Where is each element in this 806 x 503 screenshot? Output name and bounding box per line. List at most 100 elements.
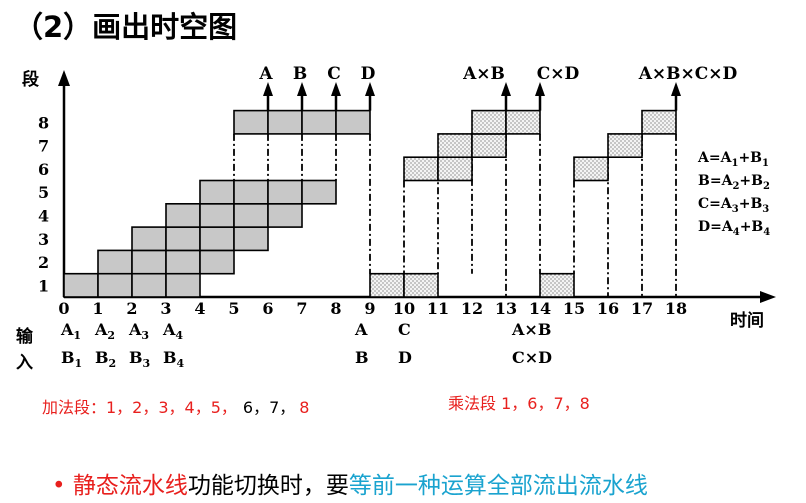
formula-a: A=A1+B1	[697, 150, 769, 169]
inputs-row-a: A1 A2 A3 A4	[60, 320, 183, 342]
y-tick-1: 1	[38, 276, 49, 295]
input-b1: B1	[61, 348, 82, 370]
input-label-top: 输	[16, 326, 34, 347]
mul-cell-stage1-t9	[369, 272, 405, 298]
arrow-head-t14	[535, 82, 545, 96]
add-cell-stage4-t4	[199, 203, 235, 228]
mul-cell-stage7-t16	[607, 133, 643, 158]
input-label-bottom: 入	[16, 353, 33, 373]
output-label-cxd: C×D	[537, 64, 580, 84]
y-tick-8: 8	[38, 113, 49, 132]
output-label-c: C	[327, 64, 341, 84]
mul-cell-stage6-t11	[437, 156, 473, 182]
input-b2: B2	[95, 348, 116, 370]
output-arrows	[263, 82, 681, 111]
mul-cell-stage8-t12	[471, 109, 507, 135]
input-a2: A2	[94, 320, 115, 342]
y-tick-labels: 1 2 3 4 5 6 7 8	[38, 113, 49, 295]
formula-d: D=A4+B4	[698, 219, 770, 238]
add-cell-stage8-t7	[301, 109, 337, 135]
addition-stage-prefix: 加法段：1，2，3，4，5，	[42, 398, 237, 417]
addition-blocks	[63, 109, 371, 298]
add-cell-stage8-t8	[335, 109, 371, 135]
add-cell-stage5-t6	[267, 179, 303, 205]
y-tick-7: 7	[38, 137, 49, 156]
output-label-final: A×B×C×D	[638, 64, 738, 84]
add-cell-stage8-t5	[233, 109, 269, 135]
input-a4: A4	[162, 320, 183, 342]
input-later-a: A	[354, 320, 368, 339]
multiplication-stage-note: 乘法段 1，6，7，8	[448, 394, 590, 413]
mul-cell-stage6-t10	[403, 156, 439, 182]
input-later-axb: A×B	[511, 320, 551, 339]
bottom-note: • 静态流水线功能切换时，要等前一种运算全部流出流水线	[52, 466, 648, 500]
mul-cell-stage6-t15	[573, 156, 609, 182]
x-tick-3: 3	[160, 299, 171, 318]
add-cell-stage5-t7	[301, 179, 337, 205]
input-b4: B4	[163, 348, 185, 370]
input-b3: B3	[129, 348, 150, 370]
add-cell-stage2-t2	[131, 249, 167, 275]
y-axis-arrow	[58, 70, 70, 86]
x-tick-1: 1	[92, 299, 103, 318]
note-switch-text: 功能切换时，要	[187, 473, 349, 499]
add-cell-stage1-t2	[131, 272, 167, 298]
mul-cell-stage8-t13	[505, 109, 541, 135]
formula-b: B=A2+B2	[698, 173, 770, 192]
x-tick-13: 13	[495, 299, 517, 318]
x-tick-15: 15	[563, 299, 585, 318]
x-tick-12: 12	[461, 299, 483, 318]
add-cell-stage1-t1	[97, 272, 133, 298]
x-tick-10: 10	[393, 299, 415, 318]
x-axis-arrow	[760, 291, 776, 303]
mul-cell-stage1-t10	[403, 272, 439, 298]
note-wait-text: 等前一种运算全部流出流水线	[348, 473, 648, 499]
arrow-head-t7	[297, 82, 307, 96]
y-tick-6: 6	[38, 160, 49, 179]
y-tick-2: 2	[38, 253, 49, 272]
mul-cell-stage7-t12	[471, 133, 507, 158]
input-later-d: D	[398, 348, 412, 367]
add-cell-stage4-t5	[233, 203, 269, 228]
x-tick-14: 14	[529, 299, 551, 318]
x-tick-6: 6	[262, 299, 273, 318]
addition-stage-black: 6，7，	[243, 398, 295, 417]
x-tick-labels: 0 1 2 3 4 5 6 7 8 9 10 11 12 13 14 15 16 17 18	[58, 299, 687, 318]
input-later-b: B	[355, 348, 369, 367]
output-label-d: D	[361, 64, 376, 84]
x-tick-8: 8	[330, 299, 341, 318]
add-cell-stage1-t0	[63, 272, 99, 298]
page-title: （2）画出时空图	[14, 10, 238, 44]
add-cell-stage3-t5	[233, 226, 269, 252]
x-tick-4: 4	[194, 299, 205, 318]
add-cell-stage2-t4	[199, 249, 235, 275]
y-axis-label: 段	[22, 69, 39, 90]
add-cell-stage5-t4	[199, 179, 235, 205]
multiplication-blocks	[369, 109, 677, 298]
arrow-head-t18	[671, 82, 681, 96]
add-cell-stage1-t3	[165, 272, 201, 298]
output-label-b: B	[293, 64, 307, 84]
input-later-c: C	[398, 320, 411, 339]
inputs-row-b: B1 B2 B3 B4	[61, 348, 185, 370]
add-cell-stage5-t5	[233, 179, 269, 205]
x-tick-17: 17	[631, 299, 653, 318]
y-tick-4: 4	[38, 206, 49, 225]
output-label-a: A	[258, 64, 273, 84]
add-cell-stage3-t2	[131, 226, 167, 252]
y-tick-3: 3	[38, 230, 49, 249]
mul-cell-stage1-t14	[539, 272, 575, 298]
x-tick-0: 0	[58, 299, 69, 318]
note-static-pipeline: 静态流水线	[72, 473, 188, 499]
addition-stage-note: 加法段：1，2，3，4，5， 6，7， 8	[42, 398, 309, 417]
bullet-dot: •	[52, 473, 66, 499]
arrow-head-t6	[263, 82, 273, 96]
add-cell-stage3-t3	[165, 226, 201, 252]
add-cell-stage8-t6	[267, 109, 303, 135]
x-tick-16: 16	[597, 299, 619, 318]
input-a1: A1	[60, 320, 81, 342]
arrow-head-t8	[331, 82, 341, 96]
addition-stage-last: 8	[299, 398, 309, 417]
arrow-head-t13	[501, 82, 511, 96]
